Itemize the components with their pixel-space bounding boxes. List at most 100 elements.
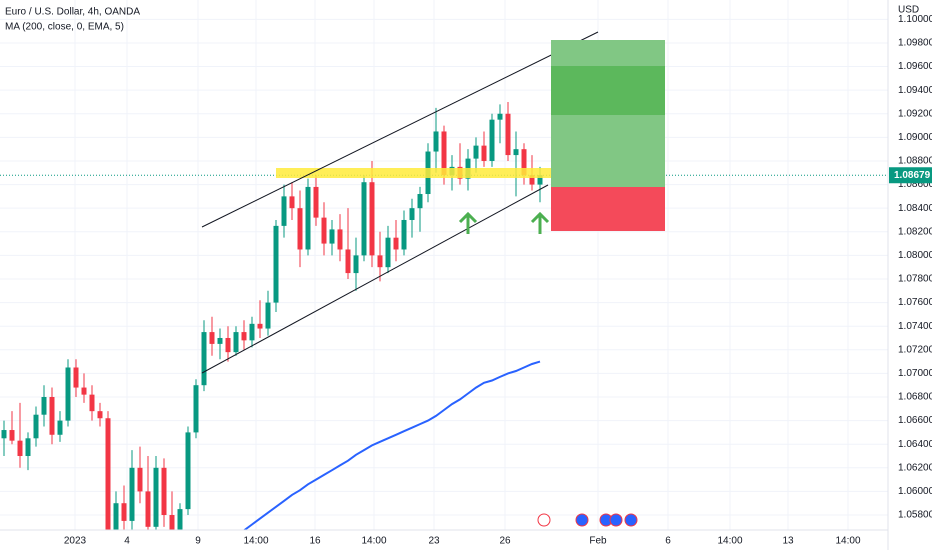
candle-body — [313, 186, 319, 218]
chart-title: Euro / U.S. Dollar, 4h, OANDA — [5, 7, 140, 18]
candle-body — [185, 432, 191, 510]
target-zone — [551, 66, 665, 115]
x-tick-label: 14:00 — [243, 536, 268, 547]
candle-body — [1, 430, 7, 439]
x-tick-label: 13 — [782, 536, 794, 547]
candle-body — [97, 411, 103, 419]
candle-body — [297, 208, 303, 250]
candle-body — [73, 367, 79, 388]
candle-body — [441, 131, 447, 176]
event-icon[interactable] — [537, 513, 551, 527]
x-tick-label: 14:00 — [361, 536, 386, 547]
y-tick-label: 1.07200 — [898, 344, 932, 355]
y-tick-label: 1.06000 — [898, 486, 932, 497]
candle-body — [369, 182, 375, 256]
candle-body — [145, 491, 151, 527]
candle-body — [521, 149, 527, 176]
candle-body — [105, 418, 111, 530]
current-price-tag — [889, 167, 932, 184]
y-tick-label: 1.08600 — [898, 179, 932, 190]
y-axis-label: USD — [898, 5, 919, 16]
candle-body — [9, 430, 15, 441]
candle-body — [161, 467, 167, 516]
candle-body — [329, 229, 335, 244]
candle-body — [529, 175, 535, 185]
candle-body — [473, 145, 479, 159]
event-icon[interactable] — [609, 513, 623, 527]
y-tick-label: 1.07600 — [898, 297, 932, 308]
candle-body — [65, 367, 71, 421]
channel-bottom — [201, 184, 549, 374]
candle-body — [337, 229, 343, 250]
y-tick-label: 1.06800 — [898, 392, 932, 403]
candle-body — [361, 182, 367, 256]
candle-body — [81, 387, 87, 395]
plot-area — [0, 101, 888, 530]
x-tick-label: 4 — [124, 536, 130, 547]
y-tick-label: 1.06600 — [898, 415, 932, 426]
candle-body — [305, 186, 311, 250]
candle-body — [385, 237, 391, 268]
x-tick-label: 14:00 — [835, 536, 860, 547]
candle-body — [217, 337, 223, 344]
y-tick-label: 1.09800 — [898, 38, 932, 49]
channel-top — [201, 31, 599, 228]
y-tick-label: 1.07400 — [898, 321, 932, 332]
candle-body — [345, 249, 351, 274]
y-tick-label: 1.10000 — [898, 14, 932, 25]
indicator-label: MA (200, close, 0, EMA, 5) — [5, 22, 124, 33]
y-tick-label: 1.09600 — [898, 61, 932, 72]
candle-body — [57, 420, 63, 435]
candle-body — [129, 467, 135, 521]
candle-body — [113, 503, 119, 530]
candle-body — [289, 196, 295, 209]
y-tick-label: 1.08400 — [898, 203, 932, 214]
candle-body — [41, 396, 47, 415]
candle-body — [25, 438, 31, 457]
target-zone — [551, 115, 665, 187]
candle-body — [321, 217, 327, 244]
candle-body — [249, 323, 255, 341]
candle-body — [513, 149, 519, 156]
target-zone — [551, 40, 665, 66]
y-tick-label: 1.09200 — [898, 108, 932, 119]
candle-body — [209, 332, 215, 344]
grid — [0, 0, 888, 530]
y-tick-label: 1.07800 — [898, 274, 932, 285]
current-price-label: 1.08679 — [894, 170, 931, 181]
x-tick-label: 6 — [665, 536, 671, 547]
candle-body — [193, 385, 199, 433]
x-tick-label: 14:00 — [717, 536, 742, 547]
candle-body — [121, 503, 127, 521]
candle-body — [273, 225, 279, 303]
moving-average-line — [243, 360, 541, 530]
y-tick-label: 1.06400 — [898, 439, 932, 450]
stop-zone — [551, 187, 665, 231]
candle-body — [89, 394, 95, 412]
candle-body — [537, 175, 543, 185]
x-tick-label: Feb — [589, 536, 607, 547]
candle-body — [409, 208, 415, 220]
drawings — [201, 31, 665, 527]
x-tick-label: 2023 — [64, 536, 87, 547]
event-icon[interactable] — [624, 513, 638, 527]
candle-body — [353, 255, 359, 274]
y-tick-label: 1.06200 — [898, 462, 932, 473]
y-tick-label: 1.08200 — [898, 226, 932, 237]
candle-body — [257, 323, 263, 329]
candle-body — [481, 145, 487, 161]
candle-body — [169, 515, 175, 530]
candle-body — [153, 467, 159, 527]
candle-body — [225, 337, 231, 353]
resistance-zone — [276, 168, 551, 178]
candle-body — [377, 255, 383, 268]
y-tick-label: 1.08800 — [898, 156, 932, 167]
event-icon[interactable] — [575, 513, 589, 527]
candle-body — [417, 194, 423, 209]
arrow — [458, 211, 478, 234]
candle-body — [33, 414, 39, 439]
y-tick-label: 1.05800 — [898, 510, 932, 521]
candle-body — [265, 302, 271, 329]
y-tick-label: 1.08000 — [898, 250, 932, 261]
